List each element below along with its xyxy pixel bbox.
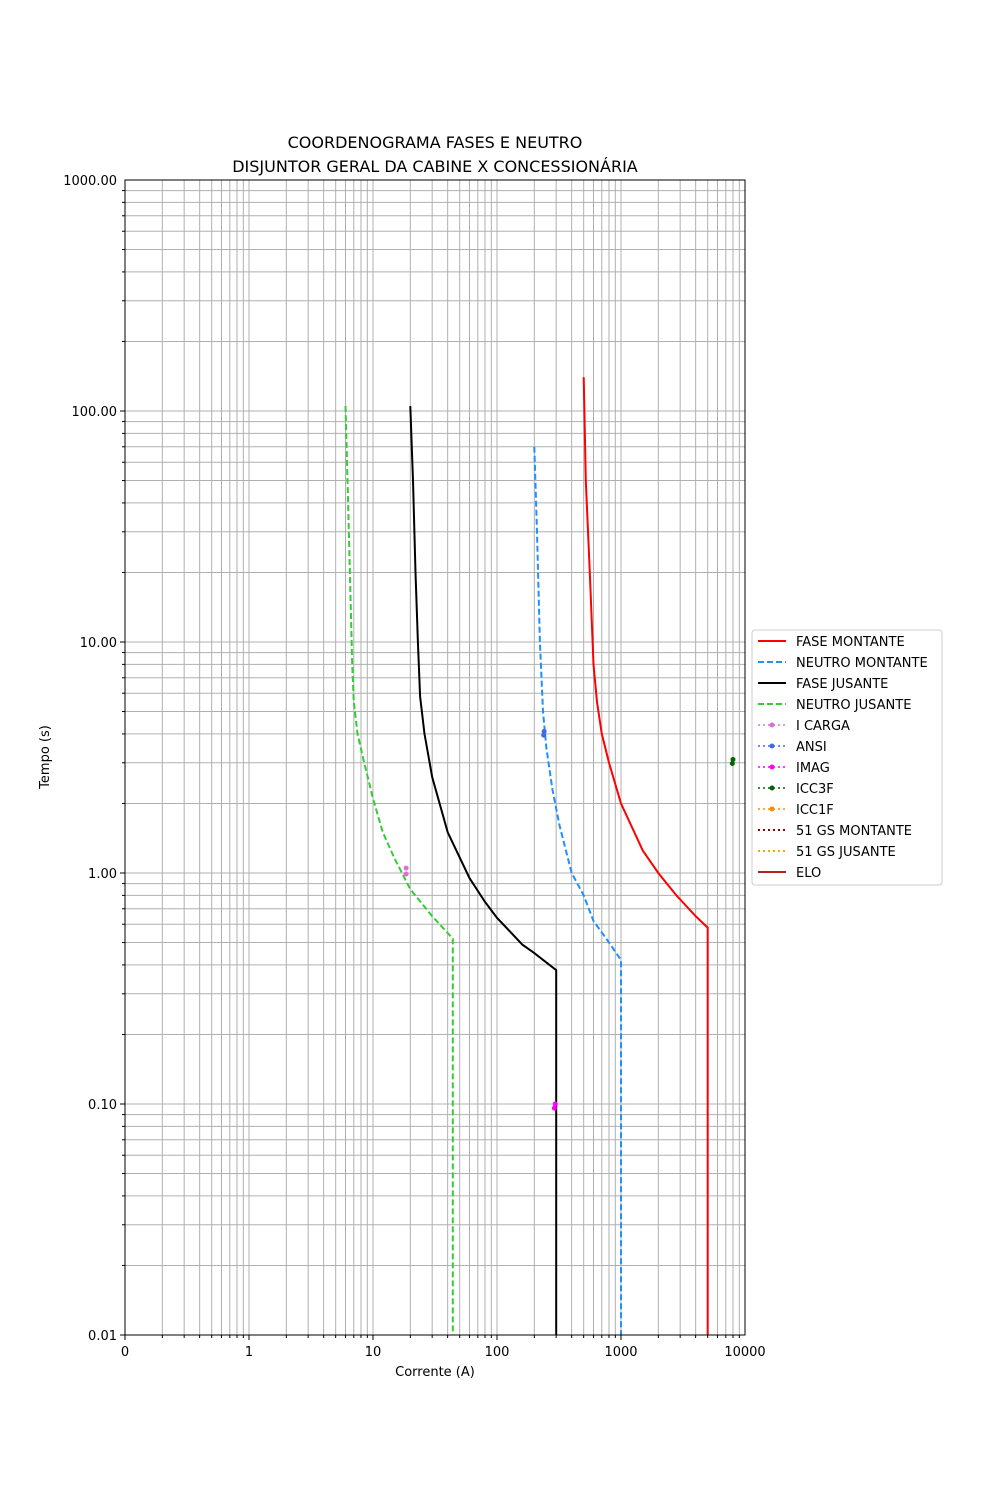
legend-label-elo: ELO: [796, 866, 821, 881]
series-ansi-point: [541, 728, 547, 734]
y-tick-label: 1.00: [88, 867, 117, 882]
series-i-carga-point: [403, 865, 409, 871]
legend-label-icc1f: ICC1F: [796, 803, 834, 818]
legend-label-imag: IMAG: [796, 761, 830, 776]
y-axis-label: Tempo (s): [38, 725, 53, 790]
series-neutro-montante-line: [533, 446, 622, 1335]
x-tick-label: 1000: [604, 1345, 637, 1360]
plot-frame: [124, 179, 746, 1336]
series-icc3f-point: [730, 756, 736, 762]
legend-marker-ansi: [769, 743, 775, 749]
legend-label-neutro-montante: NEUTRO MONTANTE: [796, 656, 928, 671]
axis-ticks: 0 1 10 100 1000 10000 0.01 0.10 1.00 10.00 100.00 1…: [63, 174, 765, 1360]
legend-label-ansi: ANSI: [796, 740, 827, 755]
chart-title-line1: COORDENOGRAMA FASES E NEUTRO: [288, 133, 583, 152]
chart-title-line2: DISJUNTOR GERAL DA CABINE X CONCESSIONÁR…: [232, 157, 638, 176]
x-tick-label: 100: [485, 1345, 510, 1360]
series-imag-point: [552, 1101, 558, 1107]
y-tick-label: 0.01: [88, 1329, 117, 1344]
legend-label-51-gs-jusante: 51 GS JUSANTE: [796, 845, 896, 860]
legend-label-fase-jusante: FASE JUSANTE: [796, 677, 888, 692]
legend-box: [751, 629, 943, 886]
legend-marker-icc3f: [769, 785, 775, 791]
legend-marker-i-carga: [769, 722, 775, 728]
series-icc3f-point: [729, 760, 735, 766]
series-fase-jusante-line: [409, 406, 558, 1335]
y-tick-label: 10.00: [80, 636, 117, 651]
legend-label-fase-montante: FASE MONTANTE: [796, 635, 905, 650]
legend-label-51-gs-montante: 51 GS MONTANTE: [796, 824, 912, 839]
series-imag-point: [551, 1105, 557, 1111]
y-tick-label: 0.10: [88, 1098, 117, 1113]
series-ansi-point: [541, 732, 547, 738]
x-tick-label: 1: [245, 1345, 253, 1360]
series-i-carga-point: [403, 871, 409, 877]
x-tick-label: 0: [121, 1345, 129, 1360]
plot-series: [344, 377, 736, 1335]
grid: [124, 180, 745, 1336]
legend-label-neutro-jusante: NEUTRO JUSANTE: [796, 698, 911, 713]
x-tick-label: 10000: [724, 1345, 765, 1360]
legend-label-icc3f: ICC3F: [796, 782, 834, 797]
y-tick-label: 1000.00: [63, 174, 117, 189]
legend-marker-imag: [769, 764, 775, 770]
series-fase-montante-line: [582, 377, 709, 1335]
x-axis-label: Corrente (A): [395, 1365, 475, 1380]
legend-marker-icc1f: [769, 806, 775, 812]
x-tick-label: 10: [365, 1345, 382, 1360]
legend: FASE MONTANTE NEUTRO MONTANTE FASE JUSANTE…: [751, 629, 943, 886]
y-tick-label: 100.00: [72, 405, 118, 420]
legend-label-i-carga: I CARGA: [796, 719, 850, 734]
